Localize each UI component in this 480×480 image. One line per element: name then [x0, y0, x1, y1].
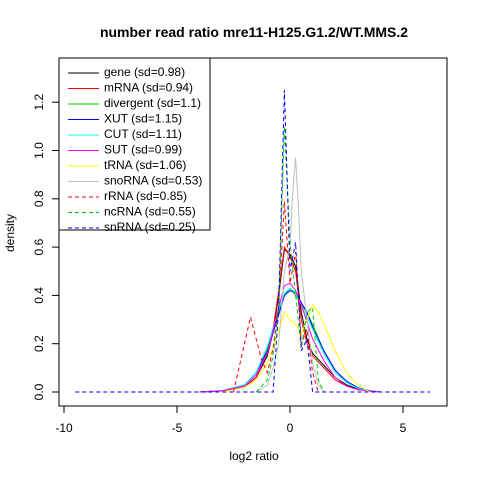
legend-label: SUT (sd=0.99): [104, 143, 182, 157]
x-axis-label: log2 ratio: [229, 449, 279, 463]
x-tick-label: 0: [287, 421, 294, 435]
legend-label: XUT (sd=1.15): [104, 112, 182, 126]
legend-label: tRNA (sd=1.06): [104, 158, 186, 172]
legend-label: mRNA (sd=0.94): [104, 81, 193, 95]
y-tick-label: 0.2: [32, 335, 46, 352]
legend-label: divergent (sd=1.1): [104, 96, 201, 110]
legend-label: gene (sd=0.98): [104, 65, 185, 79]
legend-label: CUT (sd=1.11): [104, 127, 182, 141]
series-line-7: [255, 157, 325, 393]
series-line-6: [222, 304, 370, 393]
legend-label: snRNA (sd=0.25): [104, 220, 196, 234]
legend-box: [58, 57, 211, 231]
y-tick-label: 0.8: [32, 190, 46, 207]
x-tick-label: -5: [172, 421, 183, 435]
y-tick-label: 1.0: [32, 142, 46, 159]
legend-label: rRNA (sd=0.85): [104, 189, 187, 203]
legend: gene (sd=0.98) mRNA (sd=0.94)divergent (s…: [58, 57, 211, 234]
legend-label: snoRNA (sd=0.53): [104, 174, 202, 188]
y-tick-label: 1.2: [32, 94, 46, 111]
series-line-10: [75, 90, 431, 393]
series-lines: [75, 90, 431, 393]
series-line-9: [255, 126, 325, 393]
plot-frame: [58, 57, 448, 407]
x-tick-label: -10: [55, 421, 73, 435]
chart-title: number read ratio mre11-H125.G1.2/WT.MMS…: [100, 24, 408, 40]
x-tick-label: 5: [400, 421, 407, 435]
y-tick-label: 0.4: [32, 287, 46, 304]
legend-label: ncRNA (sd=0.55): [104, 205, 196, 219]
y-axis-label: density: [3, 214, 17, 252]
y-tick-label: 0.6: [32, 238, 46, 255]
y-tick-label: 0.0: [32, 383, 46, 400]
series-line-8: [233, 201, 319, 393]
